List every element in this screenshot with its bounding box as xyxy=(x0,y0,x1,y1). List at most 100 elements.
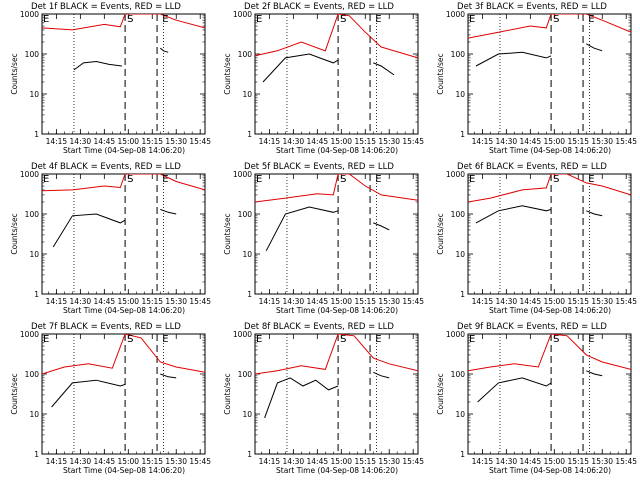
panel-title: Det 6f BLACK = Events, RED = LLD xyxy=(457,162,607,172)
marker-s: S xyxy=(340,174,346,185)
panel-title: Det 1f BLACK = Events, RED = LLD xyxy=(31,2,181,12)
plot-frame xyxy=(467,333,632,455)
lld-series-line xyxy=(42,334,205,375)
series-group xyxy=(468,174,631,224)
y-tick-label: 1 xyxy=(460,290,465,299)
y-tick-label: 100 xyxy=(25,210,40,219)
x-tick-label: 14:45 xyxy=(94,457,116,466)
lld-series-line xyxy=(255,334,418,375)
y-tick-label: 1 xyxy=(247,130,252,139)
marker-e-right: E xyxy=(162,334,168,345)
lld-series-line xyxy=(468,14,631,39)
x-tick-label: 15:45 xyxy=(189,297,211,306)
events-series-line xyxy=(477,377,552,403)
x-tick-label: 14:15 xyxy=(472,297,494,306)
marker-e-left: E xyxy=(469,174,475,185)
y-tick-label: 10 xyxy=(242,90,252,99)
marker-e-left: E xyxy=(469,334,475,345)
panel-det-6: Det 6f BLACK = Events, RED = LLD 1 10 100 10… xyxy=(436,162,637,315)
events-series-line xyxy=(51,379,126,408)
x-tick-label: 14:30 xyxy=(70,457,92,466)
y-tick-label: 10 xyxy=(29,90,39,99)
x-axis-label: Start Time (04-Sep-08 14:06:20) xyxy=(63,306,185,315)
y-tick-label: 1000 xyxy=(20,330,39,339)
plot-frame xyxy=(254,13,419,135)
x-tick-label: 15:00 xyxy=(330,297,352,306)
x-tick-label: 15:15 xyxy=(141,457,163,466)
y-axis-label: Counts/sec xyxy=(436,53,445,94)
x-tick-label: 14:45 xyxy=(94,137,116,146)
x-tick-label: 14:30 xyxy=(70,297,92,306)
marker-s: S xyxy=(553,174,559,185)
lld-series-line xyxy=(42,14,205,31)
y-axis-label: Counts/sec xyxy=(10,53,19,94)
x-tick-label: 15:00 xyxy=(543,297,565,306)
y-tick-label: 10 xyxy=(29,410,39,419)
x-tick-label: 14:30 xyxy=(496,457,518,466)
y-axis-label: Counts/sec xyxy=(223,373,232,414)
x-tick-label: 14:45 xyxy=(520,297,542,306)
y-axis-label: Counts/sec xyxy=(10,213,19,254)
panel-title: Det 3f BLACK = Events, RED = LLD xyxy=(457,2,607,12)
plot-frame xyxy=(254,333,419,455)
events-series-line xyxy=(160,373,177,379)
panel-det-7: Det 7f BLACK = Events, RED = LLD 1 10 100 10… xyxy=(10,322,211,475)
x-axis-label: Start Time (04-Sep-08 14:06:20) xyxy=(276,306,398,315)
events-series-line xyxy=(586,370,603,377)
y-tick-label: 100 xyxy=(238,370,253,379)
marker-s: S xyxy=(340,334,346,345)
x-tick-label: 15:30 xyxy=(591,137,613,146)
x-axis-label: Start Time (04-Sep-08 14:06:20) xyxy=(489,466,611,475)
y-tick-label: 1000 xyxy=(446,170,465,179)
marker-e-right: E xyxy=(162,174,168,185)
x-tick-label: 15:45 xyxy=(402,297,424,306)
x-tick-label: 14:30 xyxy=(70,137,92,146)
x-tick-label: 15:00 xyxy=(117,297,139,306)
panel-det-3: Det 3f BLACK = Events, RED = LLD 1 10 100 10… xyxy=(436,2,637,155)
lld-series-line xyxy=(468,174,631,203)
plot-frame xyxy=(467,173,632,295)
marker-e-left: E xyxy=(43,174,49,185)
x-tick-label: 14:30 xyxy=(283,457,305,466)
y-tick-label: 1000 xyxy=(20,10,39,19)
panel-det-8: Det 8f BLACK = Events, RED = LLD 1 10 100 10… xyxy=(223,322,424,475)
y-tick-label: 100 xyxy=(25,370,40,379)
y-axis-label: Counts/sec xyxy=(436,373,445,414)
x-tick-label: 14:45 xyxy=(520,457,542,466)
marker-e-right: E xyxy=(588,14,594,25)
y-tick-label: 10 xyxy=(455,250,465,259)
marker-e-left: E xyxy=(469,14,475,25)
y-tick-label: 100 xyxy=(238,50,253,59)
marker-s: S xyxy=(340,14,346,25)
series-group xyxy=(42,334,205,408)
y-tick-label: 1000 xyxy=(20,170,39,179)
events-series-line xyxy=(373,371,390,379)
x-tick-label: 15:15 xyxy=(567,137,589,146)
panel-title: Det 9f BLACK = Events, RED = LLD xyxy=(457,322,607,332)
marker-e-right: E xyxy=(588,174,594,185)
y-tick-label: 1 xyxy=(460,450,465,459)
x-tick-label: 15:15 xyxy=(354,457,376,466)
y-tick-label: 10 xyxy=(242,410,252,419)
x-tick-label: 15:30 xyxy=(165,297,187,306)
x-axis-label: Start Time (04-Sep-08 14:06:20) xyxy=(63,466,185,475)
x-tick-label: 14:15 xyxy=(472,457,494,466)
y-tick-label: 100 xyxy=(451,210,466,219)
x-tick-label: 14:30 xyxy=(283,137,305,146)
x-tick-label: 14:15 xyxy=(46,137,68,146)
x-tick-label: 14:15 xyxy=(259,297,281,306)
y-tick-label: 100 xyxy=(238,210,253,219)
y-tick-label: 10 xyxy=(455,90,465,99)
x-tick-label: 14:30 xyxy=(496,297,518,306)
y-tick-label: 1 xyxy=(34,130,39,139)
x-tick-label: 15:00 xyxy=(330,137,352,146)
events-series-line xyxy=(160,208,177,215)
y-axis-label: Counts/sec xyxy=(223,213,232,254)
x-tick-label: 15:30 xyxy=(378,137,400,146)
lld-series-line xyxy=(468,334,631,372)
y-tick-label: 1 xyxy=(247,290,252,299)
series-group xyxy=(42,174,205,248)
marker-e-right: E xyxy=(162,14,168,25)
x-tick-label: 14:15 xyxy=(46,457,68,466)
series-group xyxy=(255,334,418,419)
